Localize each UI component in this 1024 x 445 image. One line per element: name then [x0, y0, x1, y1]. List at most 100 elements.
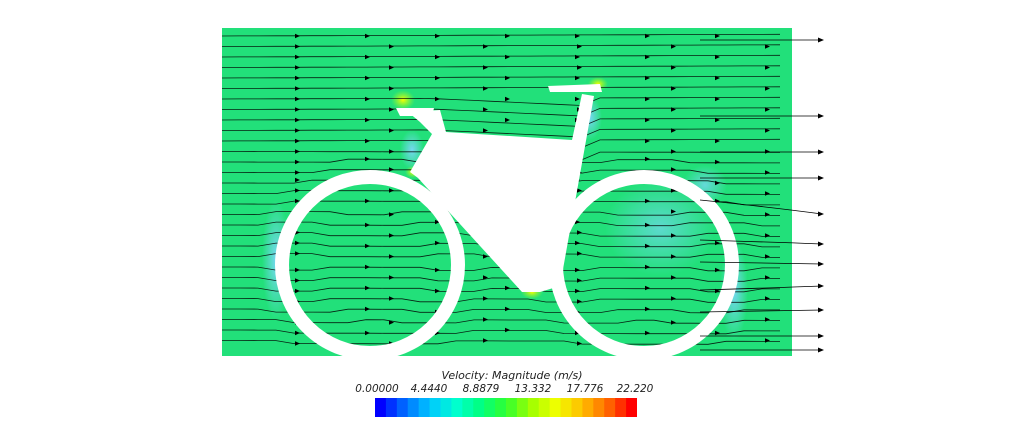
- streamline-arrow: [295, 107, 300, 112]
- streamline-arrow: [365, 330, 370, 336]
- streamline-arrow: [671, 86, 676, 91]
- legend-title: Velocity: Magnitude (m/s): [441, 369, 583, 382]
- streamline-arrow: [389, 275, 394, 280]
- streamline-arrow: [365, 222, 370, 228]
- streamline-arrow: [389, 107, 394, 112]
- streamline-arrow: [389, 86, 394, 91]
- streamline-arrow: [365, 306, 370, 312]
- wake-arrow: [818, 113, 824, 119]
- streamline-arrow: [577, 299, 582, 304]
- legend-tick-0: 0.00000: [355, 383, 399, 395]
- wake-streamlines: [699, 37, 824, 353]
- streamline-arrow: [505, 96, 510, 102]
- streamline: [222, 287, 780, 293]
- streamline-arrow: [645, 330, 650, 336]
- streamline-arrow: [671, 128, 676, 133]
- streamline: [222, 308, 780, 314]
- streamline-arrow: [505, 285, 510, 291]
- streamline-arrow: [645, 243, 650, 249]
- streamline-arrow: [765, 296, 770, 301]
- streamline-arrow: [295, 86, 300, 91]
- streamline: [221, 96, 781, 106]
- colorbar-step: [615, 398, 627, 417]
- bicycle: [275, 84, 739, 360]
- streamline-arrow: [389, 65, 394, 70]
- streamline: [221, 33, 781, 37]
- streamline-arrow: [671, 233, 676, 238]
- streamline-arrow: [365, 156, 370, 162]
- streamline-arrow: [295, 138, 300, 144]
- streamline-arrow: [483, 65, 488, 70]
- colorbar-step: [549, 398, 562, 417]
- streamline-arrow: [645, 222, 650, 228]
- streamline-arrow: [645, 117, 650, 123]
- wake-line: [699, 239, 823, 245]
- streamline-arrow: [483, 275, 488, 280]
- streamline-arrow: [389, 44, 394, 49]
- streamline-arrow: [435, 267, 440, 273]
- bike-handlebar: [548, 84, 602, 92]
- colorbar-step: [429, 398, 442, 417]
- streamline-arrow: [575, 54, 580, 60]
- streamline-arrow: [295, 117, 300, 123]
- bike-frame: [408, 94, 594, 292]
- streamline-arrow: [365, 264, 370, 270]
- streamline-arrow: [715, 96, 720, 102]
- wake-arrow: [818, 149, 824, 155]
- streamline-arrow: [295, 251, 300, 256]
- streamline-arrow: [295, 75, 300, 81]
- colorbar-step: [473, 398, 485, 417]
- streamline-arrow: [365, 117, 370, 123]
- streamline-arrow: [671, 167, 676, 172]
- colorbar-step: [375, 398, 387, 417]
- streamline-arrow: [765, 191, 770, 196]
- streamline-arrow: [389, 254, 394, 259]
- streamline-arrow: [505, 306, 510, 312]
- streamline-arrow: [435, 240, 440, 246]
- streamline-arrow: [295, 159, 300, 165]
- wake-arrow: [818, 347, 824, 353]
- colorbar-step: [527, 398, 540, 417]
- streamline-arrow: [365, 243, 370, 249]
- streamline: [221, 44, 781, 47]
- streamline: [222, 277, 780, 282]
- streamline-arrow: [435, 96, 440, 102]
- streamline-arrow: [295, 330, 300, 336]
- streamline-arrow: [295, 177, 300, 183]
- streamline-arrow: [483, 338, 488, 343]
- streamline-arrow: [295, 170, 300, 175]
- streamline-arrow: [577, 230, 582, 235]
- streamline-arrow: [505, 75, 510, 81]
- streamline: [221, 117, 781, 127]
- streamline: [221, 54, 781, 58]
- streamline-arrow: [295, 188, 300, 193]
- wake-arrow: [818, 307, 824, 313]
- streamline-arrow: [365, 96, 370, 102]
- streamline-arrow: [765, 170, 770, 175]
- streamline-arrow: [389, 128, 394, 133]
- streamline: [222, 298, 780, 303]
- colorbar-step: [385, 398, 398, 417]
- streamline-arrow: [295, 149, 300, 154]
- streamline-arrow: [575, 330, 580, 336]
- streamline-arrow: [671, 188, 676, 193]
- streamline-arrow: [715, 180, 720, 186]
- streamline-arrow: [577, 251, 582, 256]
- colorbar-step: [462, 398, 474, 417]
- streamline: [221, 107, 781, 117]
- colorbar-step: [495, 398, 507, 417]
- legend-tick-3: 13.332: [514, 383, 552, 395]
- streamline-arrow: [365, 138, 370, 144]
- streamline-arrow: [365, 285, 370, 291]
- streamline-arrow: [575, 75, 580, 81]
- streamline-arrow: [577, 341, 582, 346]
- streamline-arrow: [577, 188, 582, 193]
- streamline-arrow: [365, 54, 370, 60]
- legend-tick-4: 17.776: [566, 383, 604, 395]
- colorbar-step: [407, 398, 420, 417]
- streamline-arrow: [645, 138, 650, 144]
- colorbar-step: [560, 398, 573, 417]
- streamline-arrow: [671, 209, 676, 214]
- wake-arrow: [818, 333, 824, 339]
